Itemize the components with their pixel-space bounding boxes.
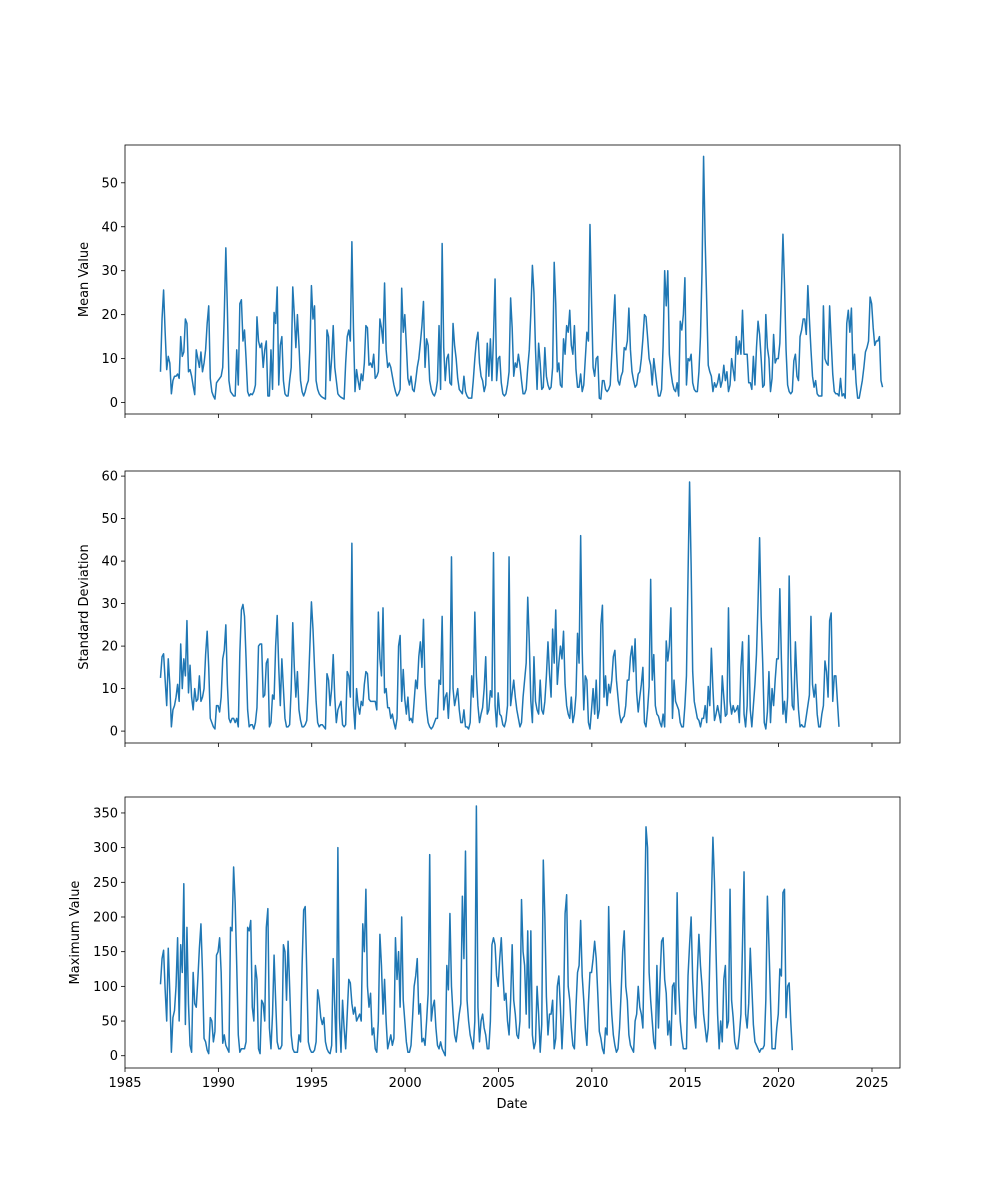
subplot-1: 0 10 20 30 40 50 Mean Value xyxy=(77,144,901,418)
y-tick-label: 20 xyxy=(101,640,118,655)
y-tick-label: 10 xyxy=(101,352,118,367)
y-tick-label: 300 xyxy=(93,841,118,856)
y-tick-label: 50 xyxy=(101,512,118,527)
x-tick-label: 2000 xyxy=(389,1076,422,1091)
y-tick-label: 30 xyxy=(101,597,118,612)
series-line-2-1 xyxy=(159,481,840,730)
y-tick-label: 10 xyxy=(101,682,118,697)
x-tick-label: 2015 xyxy=(669,1076,702,1091)
y-tick-label: 0 xyxy=(110,396,118,411)
y-axis-label: Standard Deviation xyxy=(77,544,92,669)
axes-frame xyxy=(124,144,901,415)
y-tick-label: 60 xyxy=(101,470,118,485)
x-tick-label: 2025 xyxy=(855,1076,888,1091)
series-line-1-1 xyxy=(159,155,884,400)
y-tick-label: 40 xyxy=(101,555,118,570)
y-tick-label: 350 xyxy=(93,806,118,821)
axes-frame xyxy=(124,470,901,744)
y-tick-label: 50 xyxy=(101,176,118,191)
series-line-3-1 xyxy=(159,805,794,1057)
y-axis-label: Maximum Value xyxy=(68,881,83,985)
x-tick-label: 1990 xyxy=(202,1076,235,1091)
x-tick-label: 1985 xyxy=(108,1076,141,1091)
x-tick-label: 2005 xyxy=(482,1076,515,1091)
x-axis-label: Date xyxy=(496,1097,527,1112)
y-tick-label: 100 xyxy=(93,980,118,995)
y-tick-label: 250 xyxy=(93,876,118,891)
y-axis-label: Mean Value xyxy=(77,242,92,317)
y-tick-label: 0 xyxy=(110,725,118,740)
subplot-2: 0 10 20 30 40 50 60 Standard Deviation xyxy=(77,470,901,747)
axes-frame xyxy=(124,796,901,1069)
panels: 0 10 20 30 40 50 Mean Value 0 10 20 30 40 50 60 Standa… xyxy=(68,144,901,1091)
y-tick-label: 20 xyxy=(101,308,118,323)
y-tick-label: 200 xyxy=(93,910,118,925)
x-tick-label: 2020 xyxy=(762,1076,795,1091)
y-tick-label: 150 xyxy=(93,945,118,960)
x-tick-label: 2010 xyxy=(575,1076,608,1091)
y-tick-label: 30 xyxy=(101,264,118,279)
y-tick-label: 50 xyxy=(101,1015,118,1030)
x-tick-label: 1995 xyxy=(295,1076,328,1091)
y-tick-label: 40 xyxy=(101,220,118,235)
y-tick-label: 0 xyxy=(110,1049,118,1064)
subplot-3: 0 50 100 150 200 250 300 350 1985 1990 1995 2000 200… xyxy=(68,796,901,1091)
